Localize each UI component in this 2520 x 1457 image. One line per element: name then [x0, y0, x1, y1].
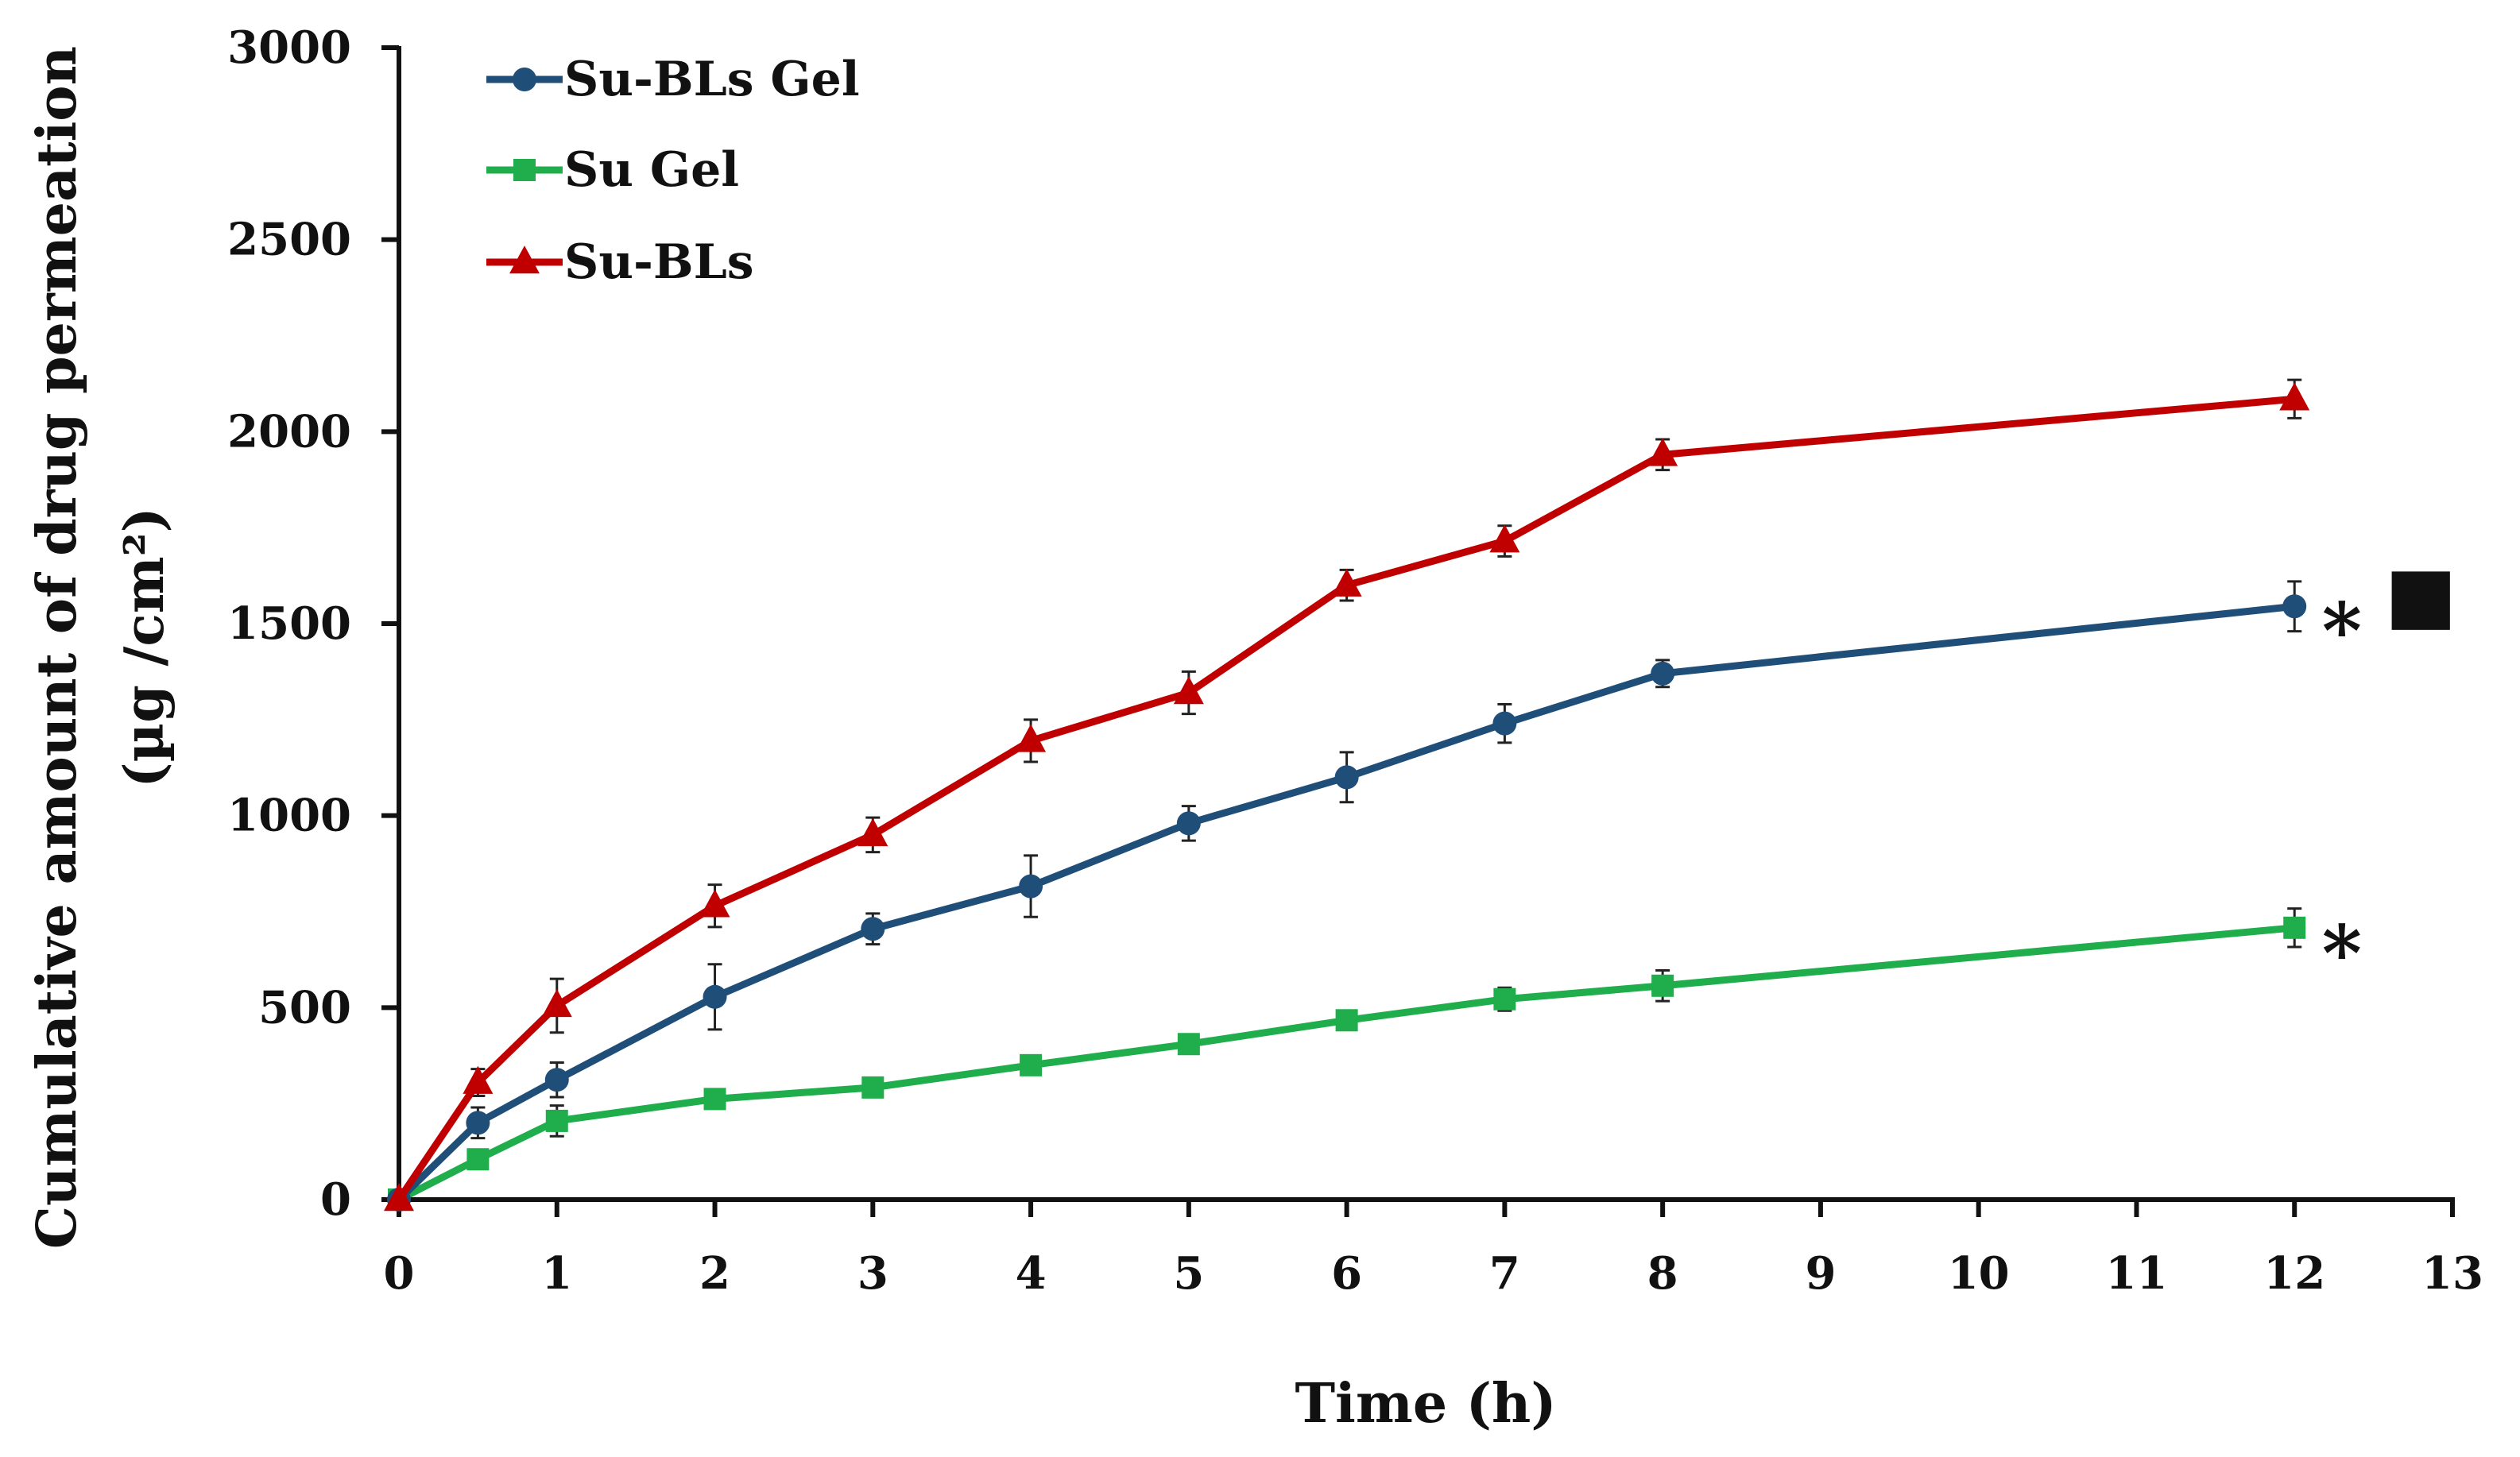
- data-point: [1331, 568, 1362, 597]
- y-tick-label: 2000: [227, 405, 351, 458]
- data-point: [1173, 676, 1204, 705]
- data-point: [545, 1109, 568, 1132]
- data-point: [2279, 382, 2310, 411]
- data-point: [1176, 811, 1201, 836]
- data-point: [1493, 987, 1516, 1011]
- x-tick-label: 4: [1016, 1247, 1047, 1300]
- data-point: [1489, 524, 1520, 553]
- data-point: [1020, 1053, 1043, 1076]
- y-tick-label: 500: [258, 981, 351, 1034]
- data-point: [1651, 661, 1675, 686]
- data-point: [1177, 1033, 1200, 1056]
- data-point: [541, 989, 572, 1018]
- data-point: [466, 1111, 490, 1135]
- x-tick-label: 10: [1948, 1247, 2010, 1300]
- annotation-square: ■: [2385, 549, 2457, 639]
- x-tick-label: 2: [699, 1247, 730, 1300]
- x-tick-label: 13: [2421, 1247, 2483, 1300]
- x-tick-label: 11: [2105, 1247, 2167, 1300]
- y-tick-label: 2500: [227, 214, 351, 266]
- data-point: [2282, 594, 2307, 619]
- legend-marker: [513, 68, 536, 91]
- data-point: [703, 984, 727, 1009]
- legend: Su-BLs Gel Su Gel Su-BLs: [486, 52, 860, 290]
- data-point: [1492, 711, 1517, 736]
- x-tick-label: 9: [1805, 1247, 1836, 1300]
- data-point: [861, 917, 885, 941]
- x-tick-label: 6: [1331, 1247, 1362, 1300]
- legend-marker: [509, 245, 540, 274]
- data-point: [1651, 974, 1674, 997]
- series-su-bls-gel: [387, 580, 2307, 1212]
- legend-label: Su-BLs Gel: [564, 52, 860, 107]
- x-tick-label: 7: [1489, 1247, 1520, 1300]
- legend-item: Su Gel: [486, 142, 739, 198]
- data-point: [384, 1183, 414, 1212]
- data-point: [1335, 1009, 1358, 1032]
- x-tick-label: 5: [1173, 1247, 1204, 1300]
- data-point: [2283, 916, 2306, 939]
- x-tick-label: 3: [857, 1247, 888, 1300]
- series-line: [397, 924, 2295, 1204]
- y-axis-title-line2: (µg /cm²): [113, 507, 176, 787]
- data-point: [1016, 724, 1047, 752]
- y-tick-label: 1500: [227, 597, 351, 650]
- data-point: [699, 889, 730, 918]
- x-axis-title: Time (h): [1295, 1372, 1556, 1436]
- y-tick-label: 0: [320, 1173, 351, 1226]
- series-line: [396, 602, 2295, 1203]
- data-point: [544, 1068, 569, 1092]
- legend-label: Su-BLs: [564, 234, 754, 290]
- legend-label: Su Gel: [564, 142, 739, 198]
- x-tick-label: 1: [541, 1247, 572, 1300]
- series-su-bls: [384, 378, 2310, 1212]
- x-tick-label: 8: [1647, 1247, 1678, 1300]
- data-point: [1019, 874, 1043, 899]
- x-tick-label: 12: [2263, 1247, 2325, 1300]
- series-group: [384, 378, 2310, 1212]
- data-point: [857, 817, 888, 847]
- data-point: [466, 1148, 490, 1171]
- data-point: [1334, 765, 1359, 790]
- annotation-asterisk: *: [2322, 909, 2362, 999]
- series-su-gel: [388, 907, 2306, 1211]
- data-point: [861, 1076, 885, 1099]
- x-tick-label: 0: [384, 1247, 415, 1300]
- data-point: [1647, 438, 1678, 466]
- annotations: * ■ *: [2322, 549, 2457, 999]
- data-point: [463, 1065, 494, 1094]
- annotation-asterisk: *: [2322, 586, 2362, 676]
- data-point: [703, 1088, 726, 1111]
- y-axis-title-line1: Cumulative amount of drug permeation: [25, 46, 89, 1249]
- y-tick-label: 1000: [227, 790, 351, 842]
- legend-marker: [513, 159, 536, 181]
- y-tick-label: 3000: [227, 21, 351, 74]
- legend-item: Su-BLs: [486, 234, 754, 290]
- legend-item: Su-BLs Gel: [486, 52, 860, 107]
